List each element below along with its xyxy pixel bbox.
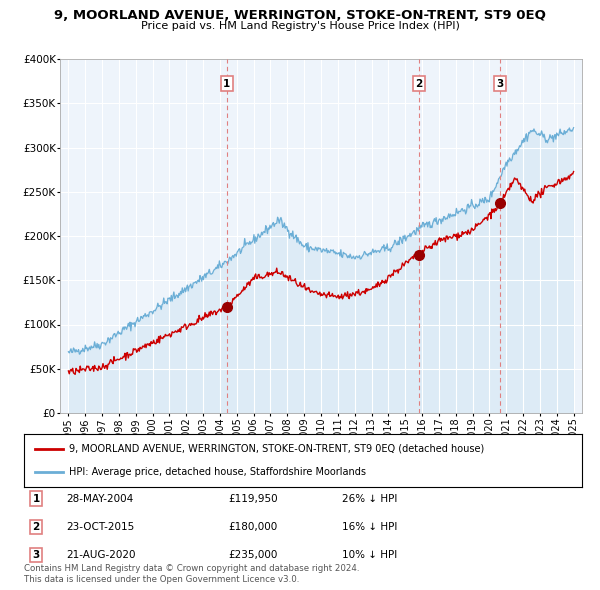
Text: 21-AUG-2020: 21-AUG-2020	[66, 550, 136, 560]
Text: 28-MAY-2004: 28-MAY-2004	[66, 494, 133, 503]
Text: 9, MOORLAND AVENUE, WERRINGTON, STOKE-ON-TRENT, ST9 0EQ: 9, MOORLAND AVENUE, WERRINGTON, STOKE-ON…	[54, 9, 546, 22]
Text: £180,000: £180,000	[228, 522, 277, 532]
Text: HPI: Average price, detached house, Staffordshire Moorlands: HPI: Average price, detached house, Staf…	[68, 467, 365, 477]
Text: 3: 3	[32, 550, 40, 560]
Text: £235,000: £235,000	[228, 550, 277, 560]
Text: 2: 2	[415, 79, 422, 88]
Text: 1: 1	[223, 79, 230, 88]
Text: 16% ↓ HPI: 16% ↓ HPI	[342, 522, 397, 532]
Text: 2: 2	[32, 522, 40, 532]
Text: 23-OCT-2015: 23-OCT-2015	[66, 522, 134, 532]
Text: £119,950: £119,950	[228, 494, 278, 503]
Text: Contains HM Land Registry data © Crown copyright and database right 2024.: Contains HM Land Registry data © Crown c…	[24, 565, 359, 573]
Text: 3: 3	[497, 79, 504, 88]
Text: This data is licensed under the Open Government Licence v3.0.: This data is licensed under the Open Gov…	[24, 575, 299, 584]
Text: 26% ↓ HPI: 26% ↓ HPI	[342, 494, 397, 503]
Text: 10% ↓ HPI: 10% ↓ HPI	[342, 550, 397, 560]
Text: Price paid vs. HM Land Registry's House Price Index (HPI): Price paid vs. HM Land Registry's House …	[140, 21, 460, 31]
Text: 1: 1	[32, 494, 40, 503]
Text: 9, MOORLAND AVENUE, WERRINGTON, STOKE-ON-TRENT, ST9 0EQ (detached house): 9, MOORLAND AVENUE, WERRINGTON, STOKE-ON…	[68, 444, 484, 454]
